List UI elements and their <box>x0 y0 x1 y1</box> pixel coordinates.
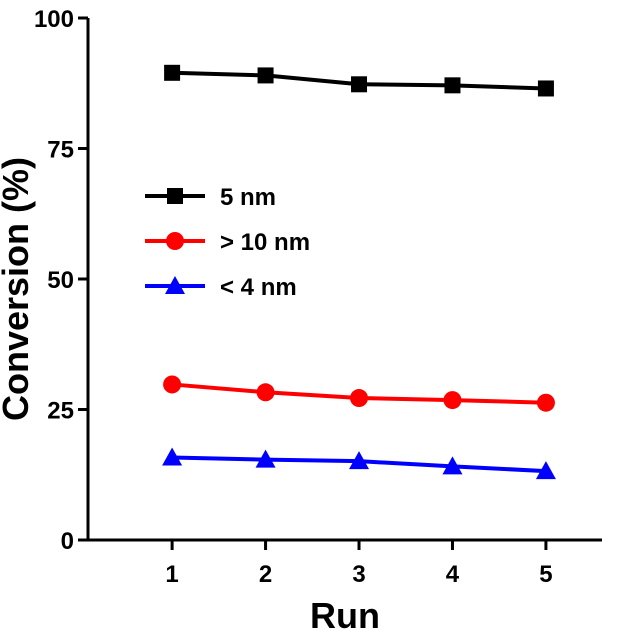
legend-entry: < 4 nm <box>145 274 297 301</box>
legend-entry: > 10 nm <box>145 229 310 256</box>
data-point <box>350 389 369 408</box>
legend-label: > 10 nm <box>220 229 310 256</box>
data-point <box>535 461 556 480</box>
legend: 5 nm > 10 nm < 4 nm <box>145 184 310 301</box>
plot-area: 0 25 50 75 100 1 2 3 4 5 <box>34 6 602 588</box>
x-tick-label: 4 <box>446 561 460 588</box>
data-point <box>442 456 463 475</box>
data-point <box>163 375 182 394</box>
data-point <box>351 76 368 93</box>
legend-marker <box>166 232 184 250</box>
series-2 <box>162 447 556 480</box>
series-1 <box>163 375 555 412</box>
x-axis-title: Run <box>310 595 380 636</box>
legend-label: < 4 nm <box>220 274 297 301</box>
y-tick-label: 25 <box>47 398 74 425</box>
legend-entry: 5 nm <box>145 184 276 211</box>
data-point <box>536 393 555 412</box>
x-tick-label: 3 <box>352 561 365 588</box>
x-tick-label: 1 <box>165 561 178 588</box>
y-axis-title: Conversion (%) <box>0 157 36 421</box>
data-point <box>537 80 554 97</box>
x-tick-label: 5 <box>539 561 552 588</box>
y-tick-label: 100 <box>34 6 74 33</box>
legend-marker <box>165 276 185 294</box>
series-0 <box>164 64 554 97</box>
x-tick-label: 2 <box>259 561 272 588</box>
data-point <box>164 64 181 81</box>
y-tick-label: 50 <box>47 267 74 294</box>
y-tick-label: 0 <box>61 528 74 555</box>
series-layer <box>162 64 556 480</box>
data-point <box>257 67 274 84</box>
y-tick-label: 75 <box>47 137 74 164</box>
data-point <box>162 447 183 466</box>
data-point <box>256 383 275 402</box>
data-point <box>255 449 276 468</box>
data-point <box>444 77 461 94</box>
legend-label: 5 nm <box>220 184 276 211</box>
data-point <box>443 391 462 410</box>
data-point <box>349 451 370 470</box>
legend-marker <box>167 188 183 204</box>
